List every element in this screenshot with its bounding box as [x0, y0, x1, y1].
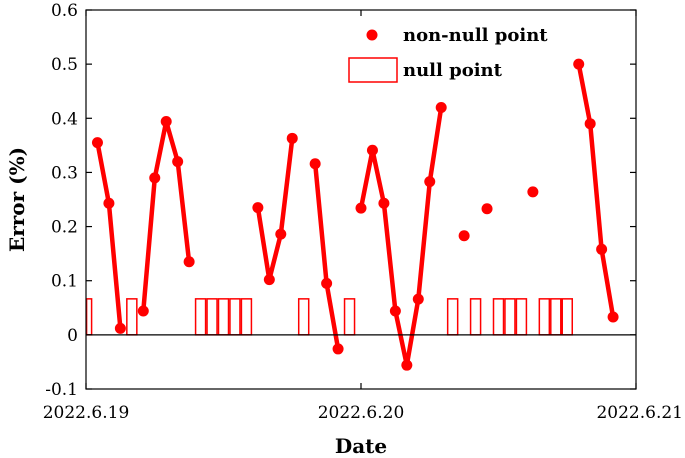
null-point-marker	[561, 298, 573, 336]
y-tick-label: -0.1	[45, 380, 78, 400]
null-point-marker	[240, 298, 253, 336]
non-null-series-line	[576, 61, 616, 320]
non-null-series-line	[312, 161, 341, 352]
legend-marker-null	[348, 57, 398, 83]
non-null-point	[527, 186, 539, 198]
non-null-point	[412, 293, 424, 305]
null-point-marker	[504, 298, 516, 336]
non-null-series-line	[358, 105, 444, 368]
y-tick-label: 0.3	[51, 163, 78, 183]
y-tick-label: 0.4	[51, 109, 78, 129]
null-point-marker	[126, 298, 138, 336]
y-tick-label: 0.6	[51, 1, 78, 21]
non-null-point	[401, 359, 413, 371]
non-null-point	[103, 197, 115, 209]
x-axis-title: Date	[335, 434, 387, 458]
y-tick-label: 0	[67, 326, 78, 346]
null-point-marker	[217, 298, 230, 336]
non-null-point	[424, 176, 436, 188]
null-point-marker	[194, 298, 207, 336]
null-point-marker	[206, 298, 218, 336]
non-null-point	[458, 230, 470, 242]
non-null-point	[573, 58, 585, 70]
null-point-marker	[492, 298, 505, 336]
null-point-marker	[515, 298, 528, 336]
non-null-point	[286, 132, 298, 144]
non-null-point	[596, 243, 608, 255]
non-null-point	[607, 311, 619, 323]
y-axis-title: Error (%)	[5, 147, 29, 252]
null-point-marker	[85, 298, 93, 336]
legend-label-null: null point	[403, 60, 503, 81]
non-null-series-line	[141, 119, 192, 314]
null-point-marker	[229, 298, 241, 336]
x-tick-label: 2022.6.21	[596, 403, 683, 423]
non-null-point	[114, 322, 126, 334]
null-point-marker	[538, 298, 551, 336]
non-null-point	[378, 197, 390, 209]
non-null-point	[252, 202, 264, 214]
null-point-marker	[297, 298, 310, 336]
non-null-point	[137, 305, 149, 317]
data-marks-layer	[85, 58, 619, 371]
non-null-point	[263, 274, 275, 286]
non-null-point	[309, 158, 321, 170]
y-tick-label: 0.2	[51, 218, 78, 238]
x-tick-label: 2022.6.20	[318, 403, 405, 423]
null-point-marker	[550, 298, 562, 336]
non-null-point	[172, 156, 184, 168]
y-tick-label: 0.5	[51, 55, 78, 75]
non-null-point	[332, 343, 344, 355]
non-null-point	[321, 277, 333, 289]
y-tick-label: 0.1	[51, 272, 78, 292]
null-point-marker	[469, 298, 482, 336]
non-null-point	[160, 116, 172, 128]
null-point-marker	[343, 298, 356, 336]
non-null-series-line	[95, 140, 123, 331]
legend-label-non-null: non-null point	[403, 25, 548, 46]
non-null-point	[183, 256, 195, 268]
non-null-point	[355, 202, 367, 214]
x-tick-label: 2022.6.19	[43, 403, 130, 423]
non-null-point	[149, 172, 161, 184]
non-null-series-line	[255, 136, 295, 282]
non-null-point	[389, 305, 401, 317]
legend-marker-non-null	[366, 29, 378, 41]
non-null-point	[584, 118, 596, 130]
non-null-point	[481, 203, 493, 215]
legend: non-null point null point	[348, 25, 548, 83]
axis-ticks-layer: -0.1 0 0.1 0.2 0.3 0.4 0.5 0.6 2022.6.19 2022.6.2…	[43, 1, 683, 423]
non-null-point	[275, 228, 287, 240]
non-null-point	[91, 137, 103, 149]
non-null-point	[435, 101, 447, 113]
non-null-point	[366, 144, 378, 156]
null-point-marker	[446, 298, 459, 336]
